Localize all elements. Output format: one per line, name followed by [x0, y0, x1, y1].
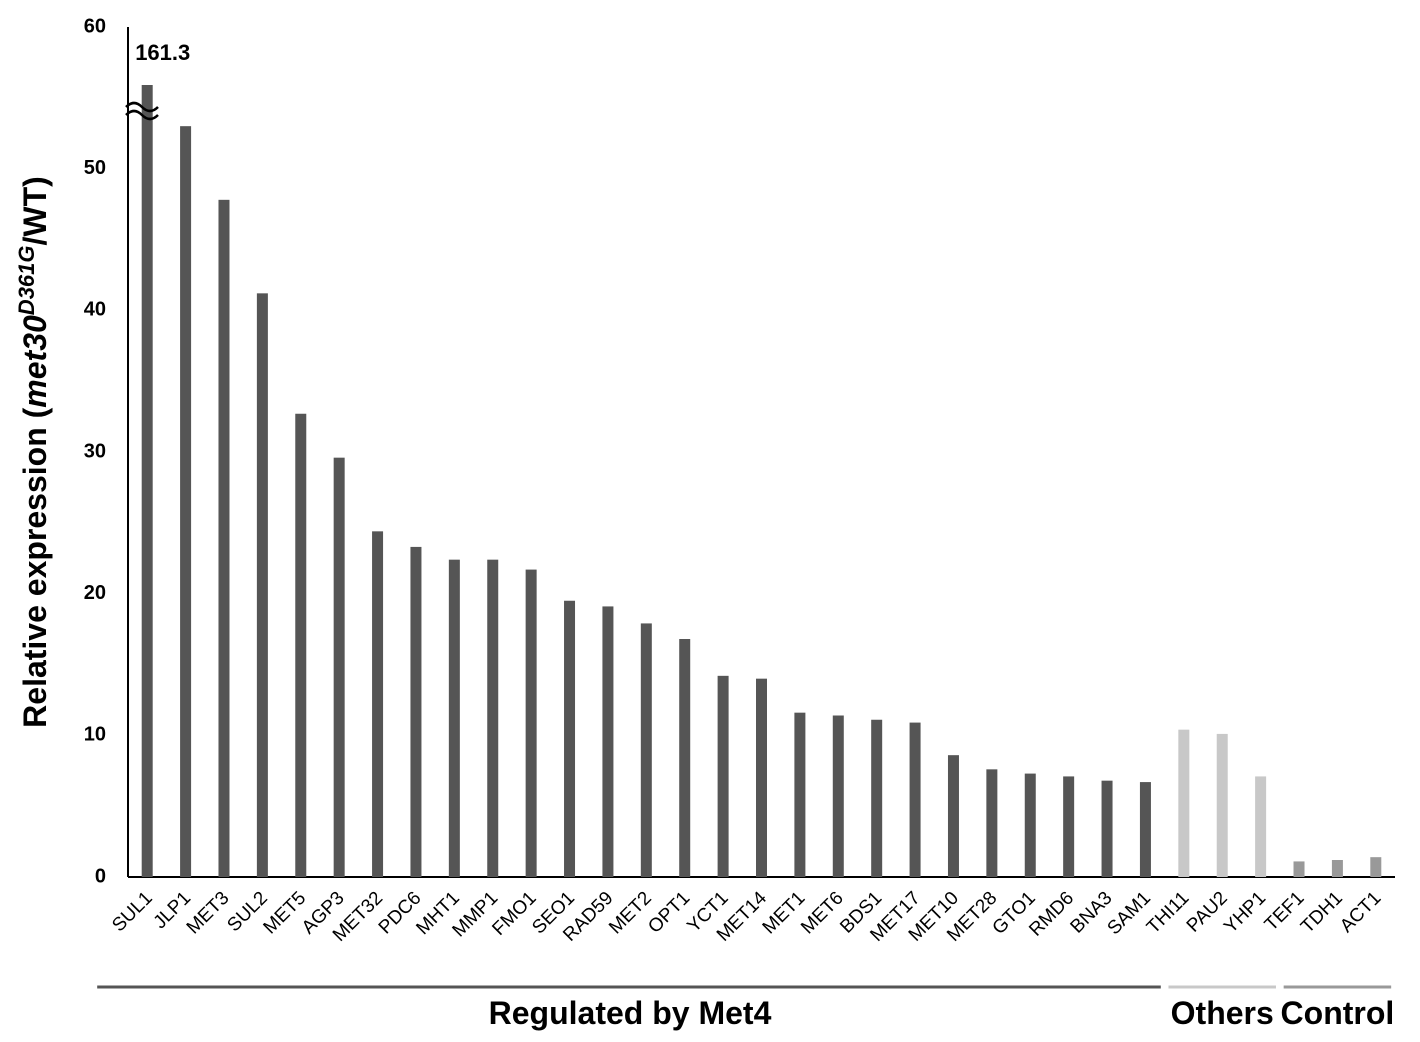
- x-tick-label: MET2: [605, 888, 656, 939]
- x-tick-label: PAU2: [1183, 888, 1232, 937]
- y-tick-label: 0: [95, 865, 106, 887]
- axis-break: [125, 101, 159, 113]
- bar: [1216, 733, 1228, 877]
- x-tick-label: SUL1: [108, 888, 156, 936]
- bar: [525, 569, 537, 877]
- x-tick-label: RMD6: [1025, 888, 1078, 941]
- y-label-italic: met30: [17, 315, 53, 408]
- x-tick-label: THI11: [1143, 888, 1193, 938]
- y-label-superscript: D361G: [14, 245, 39, 315]
- x-tick-label: TDH1: [1297, 888, 1347, 938]
- x-tick-label: MET3: [183, 888, 234, 939]
- bar: [1101, 780, 1113, 877]
- bar: [871, 719, 883, 877]
- bar: [1331, 860, 1343, 877]
- bar: [218, 199, 230, 878]
- bar: [1024, 773, 1036, 877]
- bar: [679, 639, 691, 877]
- x-tick-label: MET1: [759, 888, 810, 939]
- bar: [832, 715, 844, 877]
- group-label: Regulated by Met4: [489, 995, 772, 1031]
- x-tick-label: FMO1: [489, 888, 541, 940]
- bar: [1370, 857, 1382, 877]
- bar: [640, 623, 652, 877]
- y-tick-label: 20: [84, 582, 106, 604]
- x-tick-label: ACT1: [1336, 888, 1385, 937]
- y-label-text: Relative expression (: [17, 407, 53, 727]
- y-tick-label: 50: [84, 157, 106, 179]
- bar: [1139, 782, 1151, 877]
- bar: [717, 675, 729, 877]
- x-tick-label: SAM1: [1104, 888, 1155, 939]
- bar: [295, 413, 307, 877]
- bar: [1178, 729, 1190, 877]
- axis-break: [125, 109, 159, 121]
- y-label-text: /WT): [17, 176, 53, 245]
- group-label: Control: [1281, 995, 1395, 1031]
- bar: [256, 293, 268, 877]
- y-tick-label: 10: [84, 724, 106, 746]
- bar: [180, 126, 192, 877]
- y-axis-label: Relative expression (met30D361G/WT): [14, 176, 53, 728]
- group-label: Others: [1171, 995, 1274, 1031]
- bar: [141, 85, 153, 877]
- bar: [986, 769, 998, 877]
- bar: [947, 755, 959, 877]
- x-tick-label: MET5: [260, 888, 311, 939]
- value-label: 161.3: [135, 40, 190, 65]
- bar: [1063, 776, 1075, 877]
- bar: [410, 546, 422, 877]
- x-tick-label: YHP1: [1220, 888, 1270, 938]
- y-tick-label: 30: [84, 440, 106, 462]
- bar: [372, 531, 384, 877]
- x-tick-label: MET6: [797, 888, 848, 939]
- bar: [1255, 776, 1267, 877]
- bar: [909, 722, 921, 877]
- y-tick-label: 40: [84, 299, 106, 321]
- bar: [487, 559, 499, 877]
- x-tick-label: OPT1: [644, 888, 694, 938]
- bar: [1293, 861, 1305, 877]
- bar: [794, 712, 806, 877]
- bar: [448, 559, 460, 877]
- bar: [333, 457, 345, 877]
- y-tick-label: 60: [84, 15, 106, 37]
- bar: [564, 600, 576, 877]
- bar: [602, 606, 614, 877]
- bar: [756, 678, 767, 877]
